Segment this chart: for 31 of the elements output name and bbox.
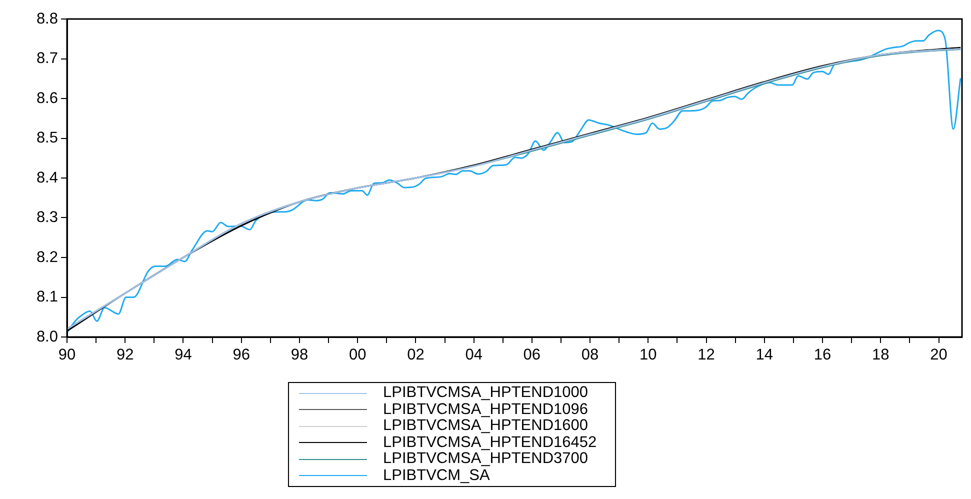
x-tick-label: 10: [640, 346, 658, 364]
x-tick-label: 18: [872, 346, 890, 364]
x-tick-label: 96: [232, 346, 250, 364]
x-tick-label: 14: [756, 346, 774, 364]
x-tick-label: 12: [698, 346, 715, 364]
y-tick-label: 8.2: [36, 248, 58, 266]
legend-label: LPIBTVCMSA_HPTEND1000: [383, 384, 588, 402]
y-tick-label: 8.3: [36, 209, 58, 226]
y-tick-label: 8.8: [36, 10, 58, 28]
y-tick-label: 8.7: [36, 50, 58, 68]
x-tick-label: 04: [465, 346, 483, 364]
x-tick-label: 08: [581, 346, 599, 364]
y-tick-label: 8.0: [36, 328, 58, 346]
x-tick-label: 20: [930, 346, 948, 364]
legend-label: LPIBTVCMSA_HPTEND3700: [383, 450, 588, 468]
y-tick-label: 8.6: [36, 90, 58, 107]
x-tick-label: 94: [174, 346, 192, 364]
y-tick-label: 8.4: [36, 169, 58, 186]
legend-label: LPIBTVCMSA_HPTEND1096: [383, 400, 588, 419]
legend-label: LPIBTVCM_SA: [383, 466, 490, 485]
x-tick-label: 00: [348, 346, 367, 364]
x-tick-label: 92: [116, 346, 134, 364]
x-tick-label: 16: [814, 346, 832, 364]
x-tick-label: 90: [58, 346, 76, 364]
legend-label: LPIBTVCMSA_HPTEND16452: [383, 434, 597, 452]
y-tick-label: 8.1: [36, 288, 58, 306]
y-tick-label: 8.5: [36, 130, 58, 147]
x-tick-label: 06: [523, 346, 541, 364]
x-tick-label: 98: [290, 346, 308, 364]
x-tick-label: 02: [407, 346, 424, 364]
legend-label: LPIBTVCMSA_HPTEND1600: [383, 417, 588, 436]
